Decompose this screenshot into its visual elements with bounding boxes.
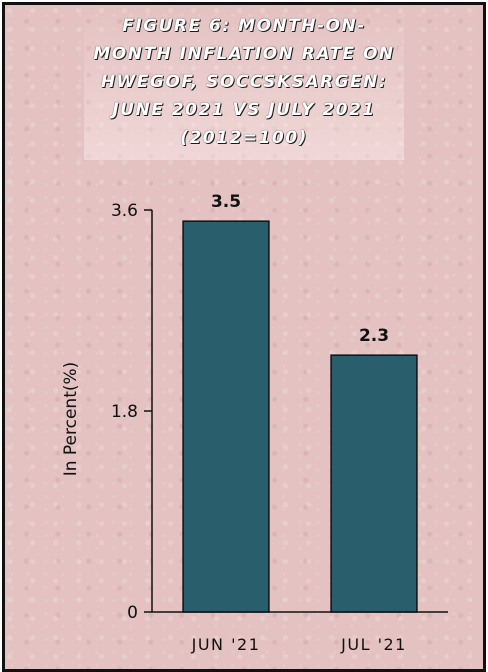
bar-2	[330, 354, 418, 613]
x-tick-label-2: JUL '21	[340, 635, 407, 654]
x-tick-label-1: JUN '21	[191, 635, 261, 654]
title-line-5: (2012=100)	[180, 128, 308, 148]
data-label-1: 3.5	[211, 192, 241, 212]
y-axis-title: In Percent(%)	[61, 362, 81, 477]
bar-1	[182, 220, 270, 613]
chart-title: FIGURE 6: MONTH-ON- MONTH INFLATION RATE…	[84, 10, 404, 160]
title-line-2: MONTH INFLATION RATE ON	[93, 44, 395, 64]
y-tick-label: 1.8	[111, 402, 138, 422]
title-line-1: FIGURE 6: MONTH-ON-	[122, 16, 366, 36]
data-label-2: 2.3	[359, 326, 389, 346]
title-line-3: HWEGOF, SOCCSKSARGEN:	[100, 72, 388, 92]
y-tick-label: 3.6	[111, 201, 138, 221]
y-tick-label: 0	[127, 603, 138, 623]
title-line-4: JUNE 2021 VS JULY 2021	[112, 100, 376, 120]
